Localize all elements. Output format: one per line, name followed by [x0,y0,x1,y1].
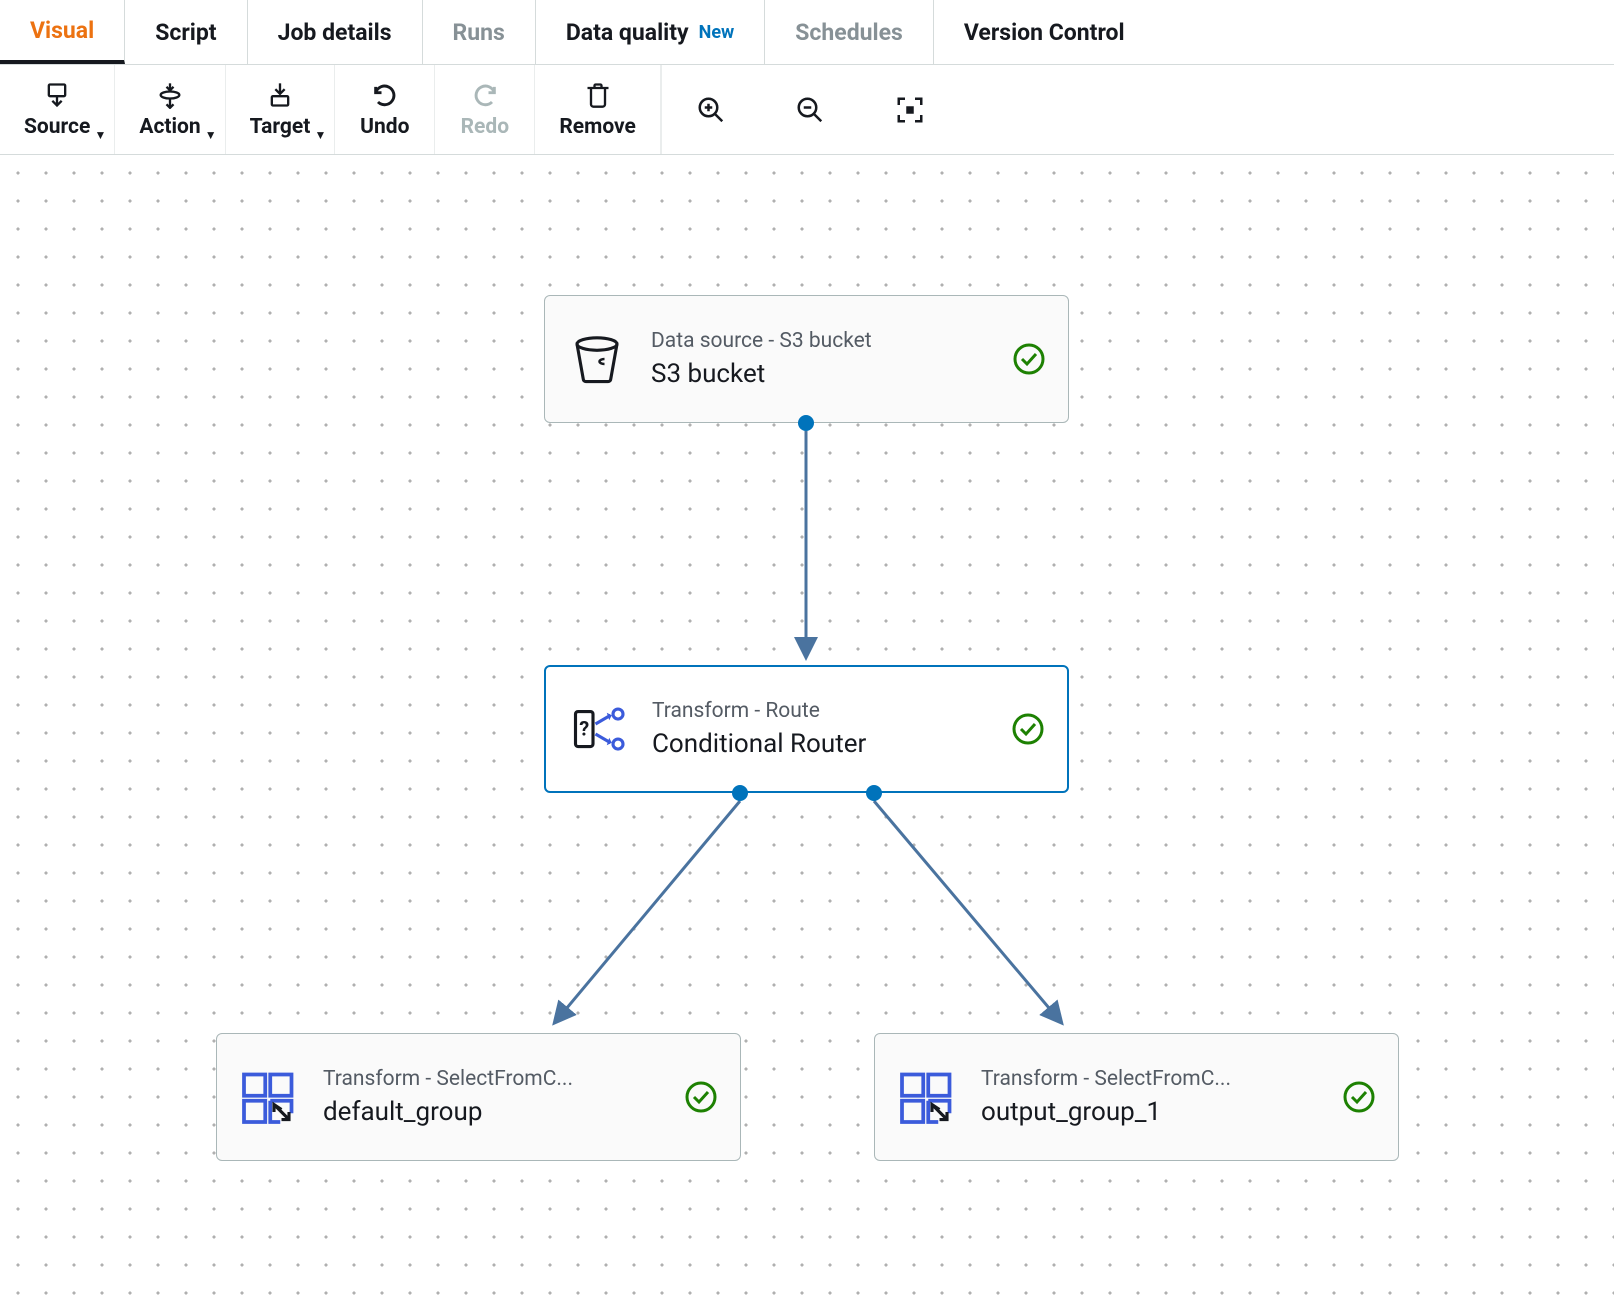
fit-screen-button[interactable] [861,65,961,154]
toolbar: Source▼ Action▼ Target▼ Undo Redo Remove [0,65,1614,155]
tool-label: Redo [461,115,509,139]
tool-label: Target [250,115,311,139]
node-title: default_group [323,1097,660,1127]
tab-label: Schedules [795,19,903,46]
port[interactable] [732,785,748,801]
status-ok-icon [1011,712,1045,746]
undo-icon [371,81,399,109]
tool-label: Source [24,115,90,139]
zoom-in-icon [696,95,726,125]
tab-label: Job details [278,19,392,46]
node-title: output_group_1 [981,1097,1318,1127]
select-collection-icon [239,1067,299,1127]
router-icon: ? [568,699,628,759]
node-type-label: Data source - S3 bucket [651,329,988,353]
action-button[interactable]: Action ▼ [115,65,225,154]
svg-text:?: ? [579,716,589,740]
tab-version-control[interactable]: Version Control [934,0,1155,64]
undo-button[interactable]: Undo [335,65,435,154]
redo-icon [471,81,499,109]
trash-icon [584,81,612,109]
port[interactable] [866,785,882,801]
tab-job-details[interactable]: Job details [248,0,423,64]
tab-label: Runs [453,19,505,46]
node-text: Transform - SelectFromC... default_group [323,1067,660,1127]
status-ok-icon [1342,1080,1376,1114]
node-title: Conditional Router [652,729,987,759]
node-text: Transform - Route Conditional Router [652,699,987,759]
tab-label: Visual [30,17,94,44]
source-icon [43,81,71,109]
target-icon [266,81,294,109]
source-button[interactable]: Source ▼ [0,65,115,154]
node-title: S3 bucket [651,359,988,389]
tab-data-quality[interactable]: Data quality New [536,0,765,64]
zoom-out-button[interactable] [761,65,861,154]
remove-button[interactable]: Remove [535,65,661,154]
tab-runs: Runs [423,0,536,64]
tool-label: Action [139,115,200,139]
status-ok-icon [684,1080,718,1114]
target-button[interactable]: Target▼ [226,65,336,154]
node-type-label: Transform - SelectFromC... [981,1067,1318,1091]
zoom-in-button[interactable] [661,65,761,154]
tab-script[interactable]: Script [125,0,247,64]
node-default-group[interactable]: Transform - SelectFromC... default_group [216,1033,741,1161]
node-text: Transform - SelectFromC... output_group_… [981,1067,1318,1127]
tool-label: Undo [360,115,409,139]
status-ok-icon [1012,342,1046,376]
redo-button: Redo [435,65,535,154]
node-type-label: Transform - Route [652,699,987,723]
chevron-down-icon: ▼ [205,128,217,142]
node-type-label: Transform - SelectFromC... [323,1067,660,1091]
canvas[interactable]: Data source - S3 bucket S3 bucket ? Tran… [0,155,1614,1298]
zoom-out-icon [795,95,825,125]
tool-label: Remove [559,115,636,139]
port[interactable] [798,415,814,431]
action-icon [156,81,184,109]
chevron-down-icon: ▼ [314,128,326,142]
tab-visual[interactable]: Visual [0,0,125,64]
tab-schedules: Schedules [765,0,934,64]
tab-label: Version Control [964,19,1125,46]
new-badge: New [699,22,735,43]
node-output-group-1[interactable]: Transform - SelectFromC... output_group_… [874,1033,1399,1161]
node-s3-bucket[interactable]: Data source - S3 bucket S3 bucket [544,295,1069,423]
chevron-down-icon: ▼ [94,128,106,142]
bucket-icon [567,329,627,389]
tabs: Visual Script Job details Runs Data qual… [0,0,1614,65]
select-collection-icon [897,1067,957,1127]
tab-label: Data quality [566,19,689,46]
tab-label: Script [155,19,216,46]
node-text: Data source - S3 bucket S3 bucket [651,329,988,389]
node-conditional-router[interactable]: ? Transform - Route Conditional Router [544,665,1069,793]
fit-screen-icon [895,95,925,125]
